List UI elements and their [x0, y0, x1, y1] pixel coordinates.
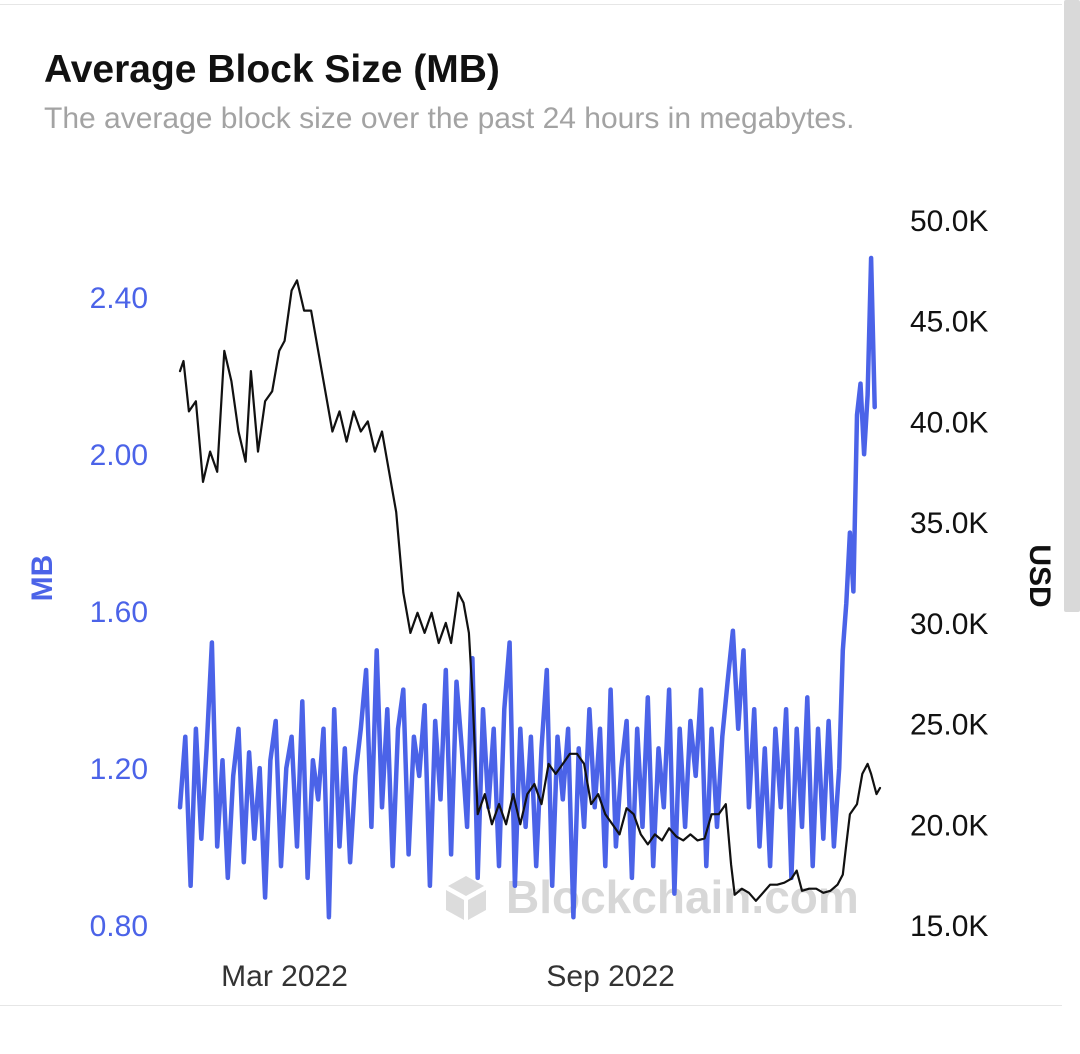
y-tick-label: 2.00 [90, 439, 148, 472]
y-tick-label: 2.40 [90, 282, 148, 315]
y-tick-label: 1.60 [90, 596, 148, 629]
bottom-divider [0, 1005, 1062, 1006]
y2-tick-label: 45.0K [910, 306, 988, 339]
y2-tick-label: 40.0K [910, 406, 988, 439]
y-tick-label: 0.80 [90, 910, 148, 943]
watermark-text: Blockchain.com [506, 871, 859, 923]
scrollbar[interactable] [1064, 0, 1080, 612]
x-axis: Mar 2022 Sep 2022 [221, 960, 675, 993]
right-axis: 15.0K 20.0K 25.0K 30.0K 35.0K 40.0K 45.0K 50.0K [910, 205, 988, 943]
right-axis-title: USD [1023, 544, 1056, 607]
y2-tick-label: 20.0K [910, 809, 988, 842]
blockchain-logo-icon [446, 876, 486, 920]
y2-tick-label: 50.0K [910, 205, 988, 238]
x-tick-label: Mar 2022 [221, 960, 348, 993]
x-tick-label: Sep 2022 [546, 960, 674, 993]
y2-tick-label: 35.0K [910, 507, 988, 540]
series-layer [177, 255, 882, 920]
y-tick-label: 1.20 [90, 753, 148, 786]
chart-subtitle: The average block size over the past 24 … [44, 102, 855, 135]
series-line-mb [177, 255, 877, 920]
y2-tick-label: 25.0K [910, 709, 988, 742]
watermark: Blockchain.com [446, 871, 859, 923]
chart-title: Average Block Size (MB) [44, 48, 500, 91]
top-divider [0, 4, 1062, 5]
y2-tick-label: 15.0K [910, 910, 988, 943]
y2-tick-label: 30.0K [910, 608, 988, 641]
left-axis: 0.80 1.20 1.60 2.00 2.40 [90, 282, 148, 943]
left-axis-title: MB [26, 555, 59, 602]
series-line-usd [178, 279, 882, 902]
